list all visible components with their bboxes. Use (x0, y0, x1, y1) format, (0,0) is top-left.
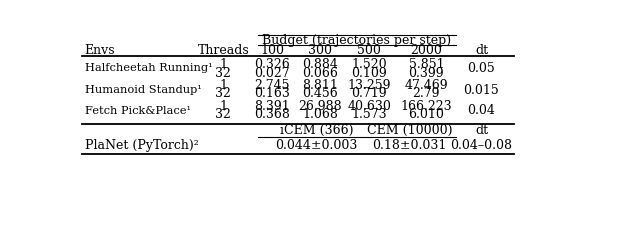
Text: 1.520: 1.520 (351, 58, 387, 71)
Text: 166.223: 166.223 (401, 100, 452, 113)
Text: 0.04: 0.04 (467, 104, 495, 117)
Text: 2000: 2000 (410, 44, 442, 57)
Text: 0.399: 0.399 (408, 67, 444, 80)
Text: 0.18±0.031: 0.18±0.031 (372, 139, 447, 152)
Text: Budget (trajectories per step): Budget (trajectories per step) (262, 34, 452, 47)
Text: Halfcheetah Running¹: Halfcheetah Running¹ (85, 64, 213, 73)
Text: 0.719: 0.719 (351, 87, 387, 100)
Text: 5.851: 5.851 (408, 58, 444, 71)
Text: 1: 1 (220, 79, 227, 92)
Text: 6.010: 6.010 (408, 108, 444, 121)
Text: 8.391: 8.391 (254, 100, 290, 113)
Text: 1: 1 (220, 100, 227, 113)
Text: 0.027: 0.027 (254, 67, 290, 80)
Text: 0.163: 0.163 (254, 87, 290, 100)
Text: 32: 32 (216, 87, 231, 100)
Text: 0.05: 0.05 (468, 62, 495, 75)
Text: 13.259: 13.259 (348, 79, 391, 92)
Text: 0.015: 0.015 (463, 83, 499, 96)
Text: 32: 32 (216, 67, 231, 80)
Text: 0.04–0.08: 0.04–0.08 (451, 139, 513, 152)
Text: 0.368: 0.368 (254, 108, 290, 121)
Text: 300: 300 (308, 44, 332, 57)
Text: 47.469: 47.469 (404, 79, 448, 92)
Text: 32: 32 (216, 108, 231, 121)
Text: 26.988: 26.988 (298, 100, 342, 113)
Text: 1.068: 1.068 (302, 108, 338, 121)
Text: Threads: Threads (198, 44, 249, 57)
Text: CEM (10000): CEM (10000) (367, 124, 452, 137)
Text: dt: dt (475, 124, 488, 137)
Text: PlaNet (PyTorch)²: PlaNet (PyTorch)² (85, 139, 199, 152)
Text: dt: dt (475, 44, 488, 57)
Text: 500: 500 (357, 44, 381, 57)
Text: 0.109: 0.109 (351, 67, 387, 80)
Text: 100: 100 (260, 44, 284, 57)
Text: 0.044±0.003: 0.044±0.003 (276, 139, 358, 152)
Text: 2.79: 2.79 (413, 87, 440, 100)
Text: 0.884: 0.884 (302, 58, 338, 71)
Text: 40.630: 40.630 (347, 100, 391, 113)
Text: 1.573: 1.573 (351, 108, 387, 121)
Text: 2.745: 2.745 (255, 79, 290, 92)
Text: 0.066: 0.066 (302, 67, 338, 80)
Text: 0.456: 0.456 (302, 87, 338, 100)
Text: Humanoid Standup¹: Humanoid Standup¹ (85, 85, 202, 95)
Text: 1: 1 (220, 58, 227, 71)
Text: 0.326: 0.326 (254, 58, 290, 71)
Text: Fetch Pick&Place¹: Fetch Pick&Place¹ (85, 106, 191, 116)
Text: iCEM (366): iCEM (366) (280, 124, 353, 137)
Text: Envs: Envs (84, 44, 115, 57)
Text: 8.811: 8.811 (302, 79, 338, 92)
